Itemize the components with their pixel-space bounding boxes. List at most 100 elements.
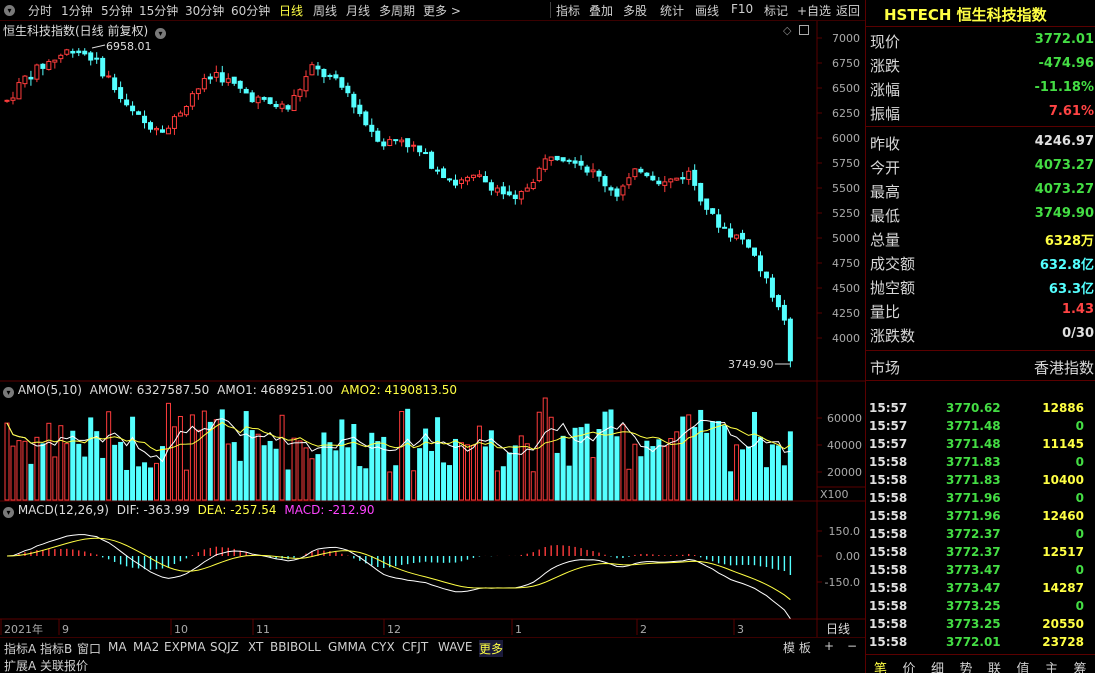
volume-bar: [46, 422, 52, 501]
tick-vol: 12517: [1042, 545, 1084, 559]
volume-bar: [734, 444, 740, 501]
volume-bar: [704, 432, 710, 501]
tab-weekly[interactable]: 周线: [313, 4, 338, 18]
volume-bar: [303, 447, 309, 501]
indicator-tab[interactable]: EXPMA: [164, 640, 206, 654]
toggle-icon[interactable]: ▾: [4, 5, 15, 16]
candle-body: [746, 239, 752, 248]
volume-bar: [608, 409, 614, 501]
btn-indicator[interactable]: 指标: [556, 4, 581, 18]
tab-5min[interactable]: 5分钟: [101, 4, 133, 18]
panel-tab[interactable]: 细: [931, 662, 945, 673]
tab-daily[interactable]: 日线: [279, 4, 304, 18]
volume-bar: [662, 446, 668, 501]
indicator-tab[interactable]: 指标A: [4, 642, 37, 656]
panel-tab[interactable]: 笔: [874, 662, 888, 673]
volume-tick-label: 60000: [827, 412, 862, 425]
zoom-in-button[interactable]: +: [824, 639, 835, 653]
volume-bar: [638, 456, 644, 501]
tab-multi-period[interactable]: 多周期: [379, 4, 416, 18]
volume-bar: [458, 442, 464, 501]
tab-monthly[interactable]: 月线: [346, 4, 371, 18]
x-axis-label: 2021年: [4, 622, 43, 636]
btn-multi-stock[interactable]: 多股: [623, 4, 648, 18]
quote-value: 6328万: [1044, 234, 1094, 249]
candle-body: [692, 169, 698, 186]
panel-tab[interactable]: 价: [902, 662, 916, 673]
candle-body: [757, 255, 763, 272]
volume-bar: [261, 445, 267, 501]
volume-bar: [201, 410, 207, 501]
tab-1min[interactable]: 1分钟: [61, 4, 93, 18]
indicator-tab[interactable]: XT: [248, 640, 264, 654]
panel-tab[interactable]: 势: [959, 662, 973, 673]
indicator-tab[interactable]: MA2: [133, 640, 160, 654]
macd-dea: DEA: -257.54: [197, 503, 277, 517]
tab-60min[interactable]: 60分钟: [231, 4, 271, 18]
volume-bar: [52, 456, 58, 501]
indicator-tab[interactable]: CYX: [371, 640, 395, 654]
candle-body: [470, 174, 476, 179]
extension-tab[interactable]: 扩展A: [4, 659, 37, 673]
zoom-out-button[interactable]: −: [847, 639, 858, 653]
quote-label: 涨跌: [870, 57, 901, 75]
panel-tab[interactable]: 联: [988, 662, 1002, 673]
macd-value: MACD: -212.90: [284, 503, 375, 517]
volume-bar: [752, 411, 757, 501]
candle-body: [482, 176, 488, 183]
macd-menu-icon[interactable]: ▾: [3, 507, 14, 518]
indicator-tab[interactable]: SQJZ: [210, 640, 239, 654]
tab-fenshi[interactable]: 分时: [28, 4, 53, 18]
tick-row: 15:58 3773.47 14287: [866, 579, 1095, 597]
diamond-icon[interactable]: ◇: [783, 24, 792, 37]
btn-mark[interactable]: 标记: [764, 4, 789, 18]
tick-price: 3773.47: [946, 563, 1001, 577]
tab-30min[interactable]: 30分钟: [185, 4, 225, 18]
panel-tab[interactable]: 筹: [1073, 662, 1087, 673]
tick-row: 15:58 3771.83 10400: [866, 471, 1095, 489]
indicator-tab[interactable]: 更多: [479, 640, 504, 657]
btn-overlay[interactable]: 叠加: [589, 4, 614, 18]
candle-body: [154, 127, 159, 131]
indicator-tab[interactable]: CFJT: [402, 640, 429, 654]
candle-body: [159, 129, 165, 133]
chart-menu-icon[interactable]: ▾: [155, 28, 167, 39]
indicator-tab[interactable]: GMMA: [328, 640, 367, 654]
btn-stats[interactable]: 统计: [660, 4, 685, 18]
panel-tab[interactable]: 主: [1045, 662, 1059, 673]
tab-more[interactable]: 更多 >: [423, 4, 461, 18]
candle-body: [34, 64, 40, 80]
quote-label: 今开: [870, 159, 901, 177]
panel-tab[interactable]: 值: [1016, 662, 1030, 673]
indicator-tab[interactable]: 指标B: [40, 642, 73, 656]
divider: [866, 126, 1095, 127]
btn-add-watchlist[interactable]: +自选: [797, 4, 832, 18]
btn-draw-line[interactable]: 画线: [695, 4, 720, 18]
volume-bar: [243, 411, 249, 501]
candle-body: [321, 68, 327, 78]
indicator-tab[interactable]: 窗口: [77, 642, 102, 656]
indicator-tab[interactable]: BBIBOLL: [270, 640, 321, 654]
tick-row: 15:58 3771.96 12460: [866, 507, 1095, 525]
tab-15min[interactable]: 15分钟: [139, 4, 179, 18]
btn-back[interactable]: 返回: [836, 4, 861, 18]
volume-bar: [524, 443, 530, 501]
extension-tab[interactable]: 关联报价: [40, 659, 89, 673]
volume-bar: [429, 450, 435, 501]
volume-bar: [189, 414, 195, 501]
quote-row: 今开 4073.27: [866, 154, 1095, 178]
tick-row: 15:57 3771.48 11145: [866, 435, 1095, 453]
volume-bar: [291, 437, 297, 501]
indicator-tab[interactable]: MA: [108, 640, 127, 654]
chart-canvas[interactable]: 7000 6750 6500 6250 6000 5750 5500 5250 5000 4750…: [0, 21, 865, 637]
candle-body: [608, 187, 614, 191]
indicator-tab[interactable]: WAVE: [438, 640, 473, 654]
macd-line: [6, 534, 791, 619]
tick-price: 3771.48: [946, 437, 1001, 451]
maximize-icon[interactable]: [799, 25, 809, 35]
tick-price: 3773.25: [946, 599, 1001, 613]
volume-bar: [530, 471, 536, 501]
btn-f10[interactable]: F10: [731, 2, 754, 16]
volume-menu-icon[interactable]: ▾: [3, 387, 14, 398]
template-button[interactable]: 模 板: [783, 641, 811, 655]
